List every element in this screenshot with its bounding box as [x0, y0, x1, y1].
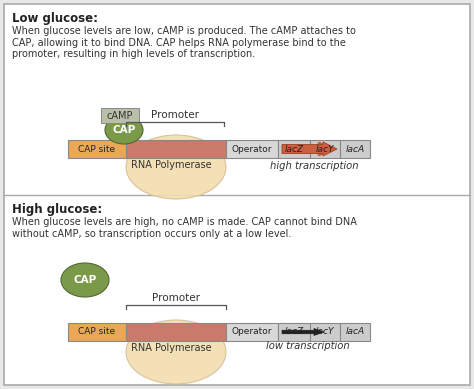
Bar — [68, 140, 126, 158]
Bar — [340, 140, 370, 158]
Bar — [340, 323, 370, 341]
Text: lacZ: lacZ — [284, 328, 303, 336]
Bar — [226, 323, 278, 341]
Ellipse shape — [126, 135, 226, 199]
Text: Operator: Operator — [232, 328, 272, 336]
Text: high transcription: high transcription — [270, 161, 359, 171]
Bar — [310, 323, 340, 341]
Bar — [126, 140, 226, 158]
Text: cAMP: cAMP — [107, 110, 133, 121]
Text: lacY: lacY — [316, 144, 334, 154]
Bar — [68, 323, 126, 341]
Text: lacA: lacA — [346, 144, 365, 154]
Text: CAP site: CAP site — [78, 328, 116, 336]
Bar — [278, 323, 310, 341]
Text: When glucose levels are low, cAMP is produced. The cAMP attaches to
CAP, allowin: When glucose levels are low, cAMP is pro… — [12, 26, 356, 59]
Text: High glucose:: High glucose: — [12, 203, 102, 216]
Bar — [278, 140, 310, 158]
Text: Promoter: Promoter — [151, 110, 199, 120]
Bar — [126, 323, 226, 341]
Text: CAP: CAP — [73, 275, 97, 285]
Text: CAP site: CAP site — [78, 144, 116, 154]
Ellipse shape — [105, 116, 143, 144]
Text: lacZ: lacZ — [284, 144, 303, 154]
Text: RNA Polymerase: RNA Polymerase — [131, 160, 211, 170]
Bar — [310, 140, 340, 158]
FancyArrow shape — [282, 328, 324, 335]
Text: RNA Polymerase: RNA Polymerase — [131, 343, 211, 353]
Text: Low glucose:: Low glucose: — [12, 12, 98, 25]
Bar — [101, 108, 139, 123]
Ellipse shape — [126, 320, 226, 384]
Text: low transcription: low transcription — [266, 341, 350, 351]
Ellipse shape — [61, 263, 109, 297]
Bar — [226, 140, 278, 158]
Text: Operator: Operator — [232, 144, 272, 154]
Text: When glucose levels are high, no cAMP is made. CAP cannot bind DNA
without cAMP,: When glucose levels are high, no cAMP is… — [12, 217, 357, 238]
Text: Promoter: Promoter — [152, 293, 200, 303]
FancyArrow shape — [282, 142, 337, 156]
Text: lacA: lacA — [346, 328, 365, 336]
Text: CAP: CAP — [112, 125, 136, 135]
Text: lacY: lacY — [316, 328, 334, 336]
